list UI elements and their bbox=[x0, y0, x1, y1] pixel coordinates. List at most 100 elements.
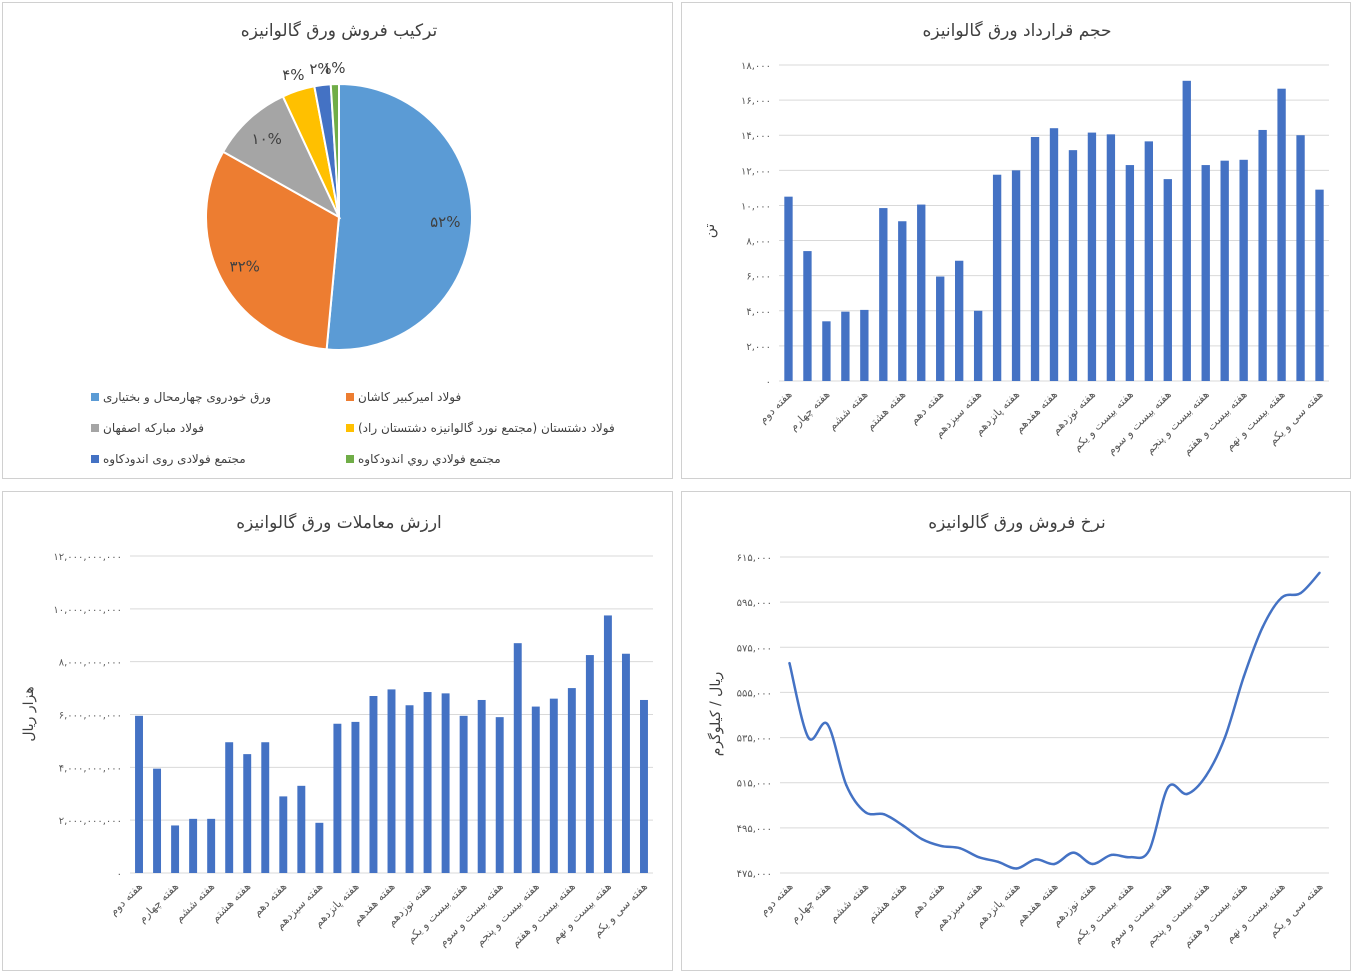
x-tick-label: هفته بیست و هفتم bbox=[1180, 388, 1250, 458]
bar bbox=[297, 785, 306, 873]
bar bbox=[441, 693, 450, 873]
value-chart-title: ارزش معاملات ورق گالوانیزه bbox=[236, 512, 442, 533]
data-point bbox=[1091, 862, 1094, 866]
y-tick-label: ۱۰,۰۰۰ bbox=[741, 201, 771, 212]
volume-bar-chart: حجم قرارداد ورق گالوانیزه ۰ ۲,۰۰۰ ۴,۰۰۰ ۶,۰… bbox=[702, 20, 1329, 458]
bar bbox=[640, 699, 648, 873]
volume-chart-title: حجم قرارداد ورق گالوانیزه bbox=[922, 20, 1111, 41]
y-tick-label: ۵۱۵,۰۰۰ bbox=[737, 779, 772, 790]
data-point bbox=[977, 856, 980, 859]
legend-swatch bbox=[346, 393, 354, 401]
y-tick-label: ۸,۰۰۰ bbox=[746, 237, 771, 248]
y-tick-label: ۵۵۵,۰۰۰ bbox=[737, 688, 772, 699]
y-tick-label: ۲,۰۰۰,۰۰۰,۰۰۰ bbox=[59, 816, 122, 827]
price-line-chart: نرخ فروش ورق گالوانیزه ۴۷۵,۰۰۰ ۴۹۵,۰۰۰ ۵۱۵… bbox=[707, 512, 1329, 950]
bar bbox=[603, 615, 612, 873]
y-tick-label: ۲,۰۰۰ bbox=[746, 342, 771, 353]
y-tick-label: ۱۸,۰۰۰ bbox=[741, 61, 771, 72]
bar bbox=[1277, 88, 1286, 381]
y-axis-label: تن bbox=[702, 224, 718, 239]
bar bbox=[1125, 165, 1135, 381]
bar bbox=[1201, 165, 1210, 381]
pie-slice-label: ۵۲% bbox=[430, 213, 460, 231]
data-point bbox=[1242, 675, 1246, 678]
value-bar-chart: ارزش معاملات ورق گالوانیزه ۰ ۲,۰۰۰,۰۰۰,۰۰… bbox=[21, 512, 653, 950]
x-tick-label: هفته بیست و سوم bbox=[436, 880, 506, 950]
y-axis-label: هزار ریال bbox=[21, 686, 37, 741]
data-point bbox=[901, 824, 905, 827]
data-point bbox=[996, 860, 999, 863]
x-tick-label: هفته چهارم bbox=[787, 388, 833, 434]
data-point bbox=[807, 736, 810, 739]
x-tick-label: هفته دوم bbox=[756, 388, 794, 426]
bar bbox=[153, 768, 162, 873]
bar bbox=[333, 723, 342, 873]
y-tick-label: ۰ bbox=[117, 869, 122, 880]
data-point bbox=[788, 661, 791, 665]
y-axis-label: ریال / کیلوگرم bbox=[707, 672, 724, 757]
x-tick-label: هفته ششم bbox=[826, 388, 871, 433]
x-tick-label: هفته هشتم bbox=[864, 388, 909, 433]
x-tick-label: هفته هشتم bbox=[864, 880, 909, 925]
bar bbox=[135, 715, 143, 873]
series-line bbox=[788, 571, 1321, 870]
pie-slice-label: ۳۲% bbox=[230, 257, 260, 275]
bar bbox=[315, 822, 324, 873]
data-point bbox=[920, 837, 924, 841]
legend-label: فولاد امیرکبیر کاشان bbox=[358, 390, 461, 405]
bar bbox=[531, 706, 540, 873]
data-point bbox=[1204, 774, 1208, 778]
data-point bbox=[882, 813, 886, 816]
legend-swatch bbox=[91, 455, 99, 463]
data-point bbox=[1034, 858, 1037, 861]
bar bbox=[1068, 150, 1078, 381]
bar bbox=[567, 688, 576, 873]
pie-chart: ترکیب فروش ورق گالوانیزه ۵۲% ۳۲% ۱۰% ۴% ۲%۱%… bbox=[91, 20, 615, 467]
data-point bbox=[1110, 853, 1113, 857]
legend-label: فولاد دشتستان (مجتمع نورد گالوانیزه دشتس… bbox=[358, 421, 615, 436]
data-point bbox=[1261, 625, 1264, 629]
bar bbox=[459, 715, 468, 873]
bar bbox=[207, 818, 216, 873]
pie-slice-label: ۴% bbox=[282, 66, 304, 84]
bar bbox=[1011, 170, 1021, 381]
data-point bbox=[1072, 851, 1075, 854]
pie-chart-panel: ترکیب فروش ورق گالوانیزه ۵۲% ۳۲% ۱۰% ۴% ۲% ۱%… bbox=[2, 2, 673, 479]
legend-label: ورق خودروی چهارمحال و بختیاری bbox=[103, 390, 271, 405]
pie-slice-label: ۱۰% bbox=[252, 130, 282, 148]
y-tick-label: ۶۱۵,۰۰۰ bbox=[737, 553, 772, 564]
x-tick-label: هفته بیست و سوم bbox=[1105, 388, 1175, 458]
y-tick-label: ۴۷۵,۰۰۰ bbox=[737, 869, 772, 880]
bar bbox=[1144, 141, 1153, 381]
x-tick-label: هفته بیست و هفتم bbox=[508, 880, 578, 950]
data-point bbox=[958, 846, 962, 850]
legend-swatch bbox=[91, 393, 99, 401]
bar bbox=[1049, 128, 1059, 381]
bar bbox=[405, 705, 414, 873]
data-point bbox=[1147, 849, 1151, 852]
data-point bbox=[845, 783, 848, 787]
x-tick-label: هفته چهارم bbox=[788, 880, 834, 926]
pie-slice bbox=[329, 82, 340, 218]
pie-slice-label: ۱% bbox=[323, 59, 345, 77]
y-tick-label: ۶,۰۰۰,۰۰۰,۰۰۰ bbox=[59, 711, 122, 722]
bar bbox=[1106, 134, 1116, 381]
bar bbox=[243, 754, 252, 873]
x-tick-label: هفته هشتم bbox=[209, 880, 254, 925]
pie-slice-label: ۲% bbox=[309, 60, 331, 78]
legend-swatch bbox=[346, 455, 354, 463]
data-point bbox=[1318, 571, 1321, 574]
x-tick-label: هفته ششم bbox=[826, 880, 871, 925]
bar bbox=[879, 208, 888, 381]
data-point bbox=[1015, 867, 1018, 870]
legend-label: مجتمع فولادی روی اندودکاوه bbox=[103, 452, 246, 467]
legend-label: فولاد مبارکه اصفهان bbox=[103, 421, 204, 436]
bar bbox=[955, 260, 964, 381]
bar bbox=[585, 655, 594, 873]
bar bbox=[1163, 179, 1172, 381]
y-tick-label: ۶,۰۰۰ bbox=[746, 272, 771, 283]
bar bbox=[261, 742, 270, 873]
y-tick-label: ۱۲,۰۰۰,۰۰۰,۰۰۰ bbox=[53, 552, 122, 563]
data-point bbox=[1053, 862, 1056, 866]
data-point bbox=[1185, 792, 1189, 796]
